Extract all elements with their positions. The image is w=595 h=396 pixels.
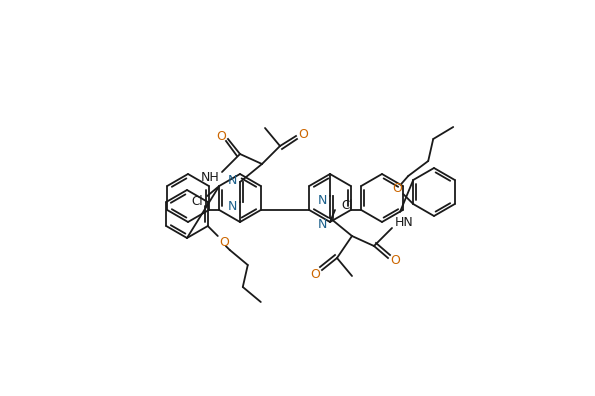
Text: N: N bbox=[227, 200, 237, 213]
Text: N: N bbox=[227, 173, 237, 187]
Text: O: O bbox=[216, 129, 226, 143]
Text: NH: NH bbox=[201, 171, 220, 183]
Text: O: O bbox=[219, 236, 228, 249]
Text: Cl: Cl bbox=[341, 198, 353, 211]
Text: O: O bbox=[310, 268, 320, 282]
Text: Cl: Cl bbox=[192, 194, 203, 208]
Text: N: N bbox=[317, 194, 327, 206]
Text: HN: HN bbox=[394, 215, 414, 228]
Text: O: O bbox=[390, 255, 400, 268]
Text: N: N bbox=[317, 217, 327, 230]
Text: O: O bbox=[298, 128, 308, 141]
Text: O: O bbox=[392, 181, 402, 194]
